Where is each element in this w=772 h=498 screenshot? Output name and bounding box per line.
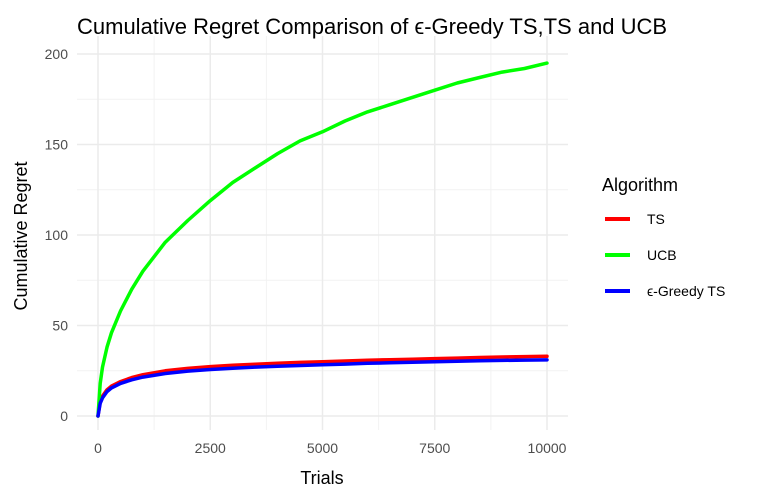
y-tick-label: 0	[60, 408, 68, 424]
x-tick-label: 7500	[419, 440, 450, 456]
legend-label: ϵ-Greedy TS	[647, 283, 725, 299]
legend-label: UCB	[647, 247, 677, 263]
x-tick-label: 10000	[528, 440, 567, 456]
series-line-ucb	[96, 61, 549, 418]
y-axis-ticks: 0 50 100 150 200	[45, 46, 69, 424]
series-lines	[96, 61, 549, 418]
x-axis-title: Trials	[300, 468, 343, 488]
x-tick-label: 0	[94, 440, 102, 456]
x-axis-ticks: 0 2500 5000 7500 10000	[94, 440, 567, 456]
series-line-greedy-ts	[96, 358, 549, 418]
x-tick-label: 5000	[307, 440, 338, 456]
legend-label: TS	[647, 211, 665, 227]
y-tick-label: 100	[45, 227, 69, 243]
legend-title: Algorithm	[602, 175, 678, 195]
y-axis-title: Cumulative Regret	[11, 161, 31, 310]
y-tick-label: 150	[45, 137, 69, 153]
y-tick-label: 50	[52, 318, 68, 334]
grid-major	[77, 36, 568, 430]
chart-title: Cumulative Regret Comparison of ϵ-Greedy…	[77, 14, 667, 39]
y-tick-label: 200	[45, 46, 69, 62]
x-tick-label: 2500	[195, 440, 226, 456]
legend: Algorithm TS UCB ϵ-Greedy TS	[602, 175, 725, 299]
